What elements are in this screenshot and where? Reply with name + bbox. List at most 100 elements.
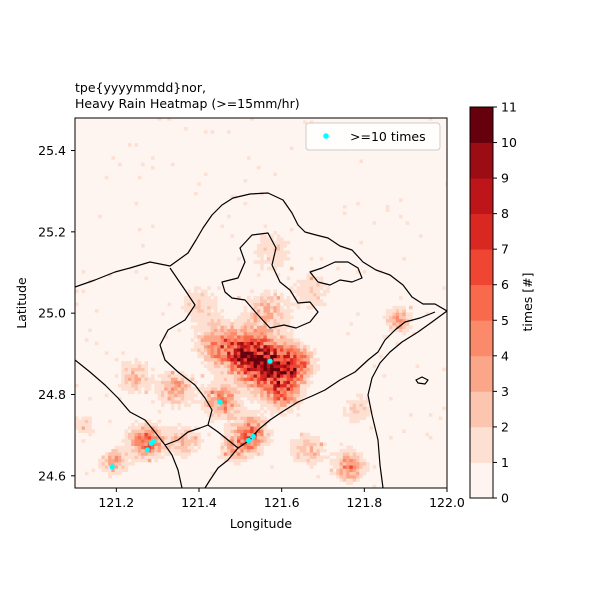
heatmap-cell: [296, 377, 301, 381]
heatmap-cell: [253, 312, 258, 316]
heatmap-cell: [276, 234, 281, 238]
heatmap-cell: [217, 387, 221, 391]
heatmap-cell: [233, 341, 238, 346]
heatmap-cell: [144, 452, 149, 456]
heatmap-cell: [286, 364, 291, 368]
heatmap-cell: [203, 289, 208, 294]
heatmap-cell: [273, 348, 278, 352]
heatmap-cell: [220, 383, 225, 388]
heatmap-cell: [233, 419, 238, 424]
colorbar-tick-label: 4: [501, 348, 509, 363]
heatmap-cell: [187, 292, 192, 297]
heatmap-cell: [280, 364, 284, 368]
heatmap-cell: [213, 416, 218, 420]
heatmap-cell: [213, 315, 218, 320]
heatmap-cell: [286, 370, 291, 375]
heatmap-cell: [260, 435, 264, 440]
heatmap-cell: [213, 296, 218, 300]
y-tick-label: 25.2: [38, 224, 66, 239]
heatmap-cell: [230, 357, 235, 362]
heatmap-cell: [237, 364, 241, 368]
heatmap-cell: [180, 432, 185, 437]
heatmap-cell: [352, 455, 357, 460]
heatmap-cell: [250, 377, 254, 381]
heatmap-cell: [253, 351, 258, 355]
heatmap-cell: [356, 416, 360, 420]
heatmap-cell: [180, 383, 185, 388]
heatmap-cell: [227, 318, 231, 323]
heatmap-cell: [177, 380, 182, 385]
heatmap-cell: [197, 305, 201, 310]
heatmap-cell: [220, 442, 225, 447]
heatmap-cell: [194, 426, 198, 430]
heatmap-cell: [147, 458, 152, 463]
heatmap-cell: [203, 393, 208, 398]
heatmap-cell: [289, 383, 294, 388]
heatmap-cell: [233, 458, 238, 463]
heatmap-cell: [157, 118, 162, 121]
heatmap-cell: [213, 413, 218, 417]
colorbar-tick-label: 11: [501, 100, 517, 115]
heatmap-cell: [227, 380, 231, 385]
heatmap-cell: [240, 338, 244, 342]
heatmap-cell: [425, 432, 430, 437]
heatmap-cell: [256, 165, 261, 170]
heatmap-cell: [117, 461, 122, 466]
heatmap-cell: [402, 325, 406, 329]
heatmap-cell: [157, 409, 162, 414]
heatmap-cell: [289, 309, 294, 313]
heatmap-cell: [389, 322, 393, 326]
heatmap-cell: [263, 367, 268, 372]
heatmap-cell: [352, 403, 357, 407]
heatmap-cell: [276, 351, 281, 355]
heatmap-cell: [336, 465, 340, 469]
heatmap-cell: [382, 374, 387, 378]
heatmap-cell: [283, 383, 287, 388]
heatmap-cell: [227, 351, 231, 355]
heatmap-cell: [286, 299, 291, 303]
heatmap-cell: [237, 325, 241, 329]
heatmap-cell: [306, 367, 311, 372]
boundary-lines: [75, 192, 447, 488]
heatmap-cell: [289, 335, 294, 339]
heatmap-cell: [230, 445, 235, 450]
heatmap-cell: [210, 396, 215, 401]
heatmap-cell: [170, 403, 175, 407]
heatmap-cell: [306, 455, 311, 460]
heatmap-cell: [217, 403, 221, 407]
heatmap-cell: [266, 439, 271, 443]
heatmap-cell: [260, 383, 264, 388]
heatmap-cell: [170, 435, 175, 440]
heatmap-cell: [230, 400, 235, 404]
heatmap-cell: [157, 432, 162, 437]
heatmap-cell: [263, 380, 268, 385]
heatmap-cell: [270, 439, 274, 443]
heatmap-cell: [227, 403, 231, 407]
heatmap-cell: [180, 426, 185, 430]
heatmap-cell: [280, 315, 284, 320]
heatmap-cell: [402, 328, 406, 333]
heatmap-cell: [306, 292, 311, 297]
heatmap-cell: [227, 426, 231, 430]
heatmap-cell: [266, 309, 271, 313]
heatmap-cell: [266, 374, 271, 378]
heatmap-cell: [260, 445, 264, 450]
heatmap-cell: [289, 448, 294, 453]
heatmap-cell: [203, 292, 208, 297]
heatmap-cell: [160, 403, 165, 407]
heatmap-cell: [157, 448, 162, 453]
heatmap-cell: [253, 296, 258, 300]
colorbar-tick-label: 7: [501, 242, 509, 257]
heatmap-cell: [141, 244, 145, 248]
heatmap-cell: [280, 370, 284, 375]
heatmap-cell: [256, 312, 261, 316]
heatmap-cell: [256, 309, 261, 313]
heatmap-cell: [170, 393, 175, 398]
heatmap-cell: [134, 455, 139, 460]
heatmap-cell: [243, 344, 248, 349]
heatmap-cell: [220, 351, 225, 355]
heatmap-cell: [270, 406, 274, 411]
heatmap-cell: [144, 374, 149, 378]
heatmap-cell: [299, 351, 304, 355]
heatmap-cell: [263, 351, 268, 355]
